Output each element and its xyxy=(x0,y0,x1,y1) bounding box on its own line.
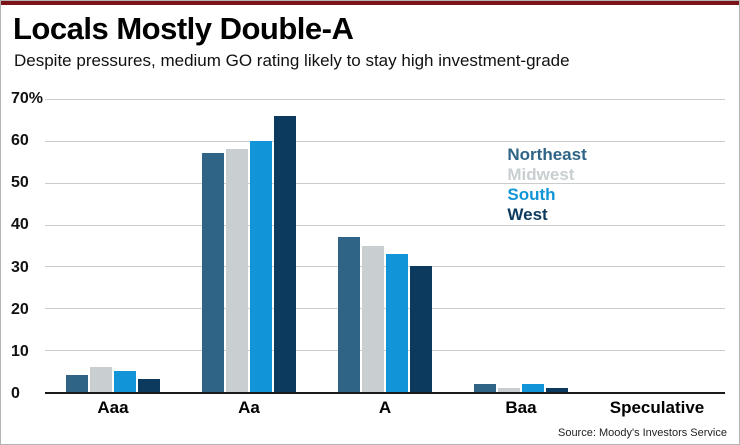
legend-northeast: Northeast xyxy=(507,145,587,164)
gridline xyxy=(45,308,725,310)
gridline xyxy=(45,99,725,100)
y-tick-label: 30 xyxy=(11,258,29,276)
legend-west: West xyxy=(507,205,548,224)
gridline xyxy=(45,350,725,352)
bar-south-a xyxy=(386,253,408,392)
chart-body: 70% 60 50 40 30 20 10 0 Northeast Midwest South We… xyxy=(9,90,725,402)
gridline xyxy=(45,182,725,184)
plot-area: Northeast Midwest South West xyxy=(45,99,725,394)
bar-group-a xyxy=(317,99,453,392)
bar-west-aaa xyxy=(138,379,160,392)
bar-group-aa xyxy=(181,99,317,392)
bar-northeast-a xyxy=(338,237,360,392)
y-tick-label: 10 xyxy=(11,342,29,360)
bar-west-baa xyxy=(546,387,568,392)
x-axis-labels: Aaa Aa A Baa Speculative xyxy=(45,398,725,418)
x-tick-speculative: Speculative xyxy=(609,398,705,417)
x-tick-aa: Aa xyxy=(238,398,260,417)
bar-northeast-aa xyxy=(202,153,224,392)
gridlines xyxy=(45,99,725,392)
bar-south-baa xyxy=(522,383,544,392)
bar-midwest-baa xyxy=(498,387,520,392)
y-tick-label: 50 xyxy=(11,174,29,192)
bar-group-baa xyxy=(453,99,589,392)
top-accent-bar xyxy=(1,1,739,5)
bar-midwest-aaa xyxy=(90,366,112,392)
x-tick-baa: Baa xyxy=(505,398,537,417)
bar-groups xyxy=(45,99,725,392)
legend: Northeast Midwest South West xyxy=(507,145,586,225)
y-tick-label: 70% xyxy=(11,90,44,107)
bar-midwest-aa xyxy=(226,149,248,392)
x-tick-aaa: Aaa xyxy=(97,398,129,417)
y-tick-label: 20 xyxy=(11,300,29,318)
bar-midwest-a xyxy=(362,245,384,392)
legend-south: South xyxy=(507,185,556,204)
gridline xyxy=(45,140,725,142)
legend-midwest: Midwest xyxy=(507,165,575,184)
bar-west-a xyxy=(410,266,432,392)
source-credit: Source: Moody's Investors Service xyxy=(557,427,727,439)
y-tick-label: 0 xyxy=(11,385,20,402)
y-axis-labels: 70% 60 50 40 30 20 10 0 xyxy=(9,90,45,402)
x-tick-a: A xyxy=(378,398,392,417)
chart-subtitle: Despite pressures, medium GO rating like… xyxy=(14,51,570,70)
y-tick-label: 60 xyxy=(11,132,29,150)
gridline xyxy=(45,266,725,268)
bar-northeast-aaa xyxy=(66,375,88,392)
y-tick-label: 40 xyxy=(11,216,29,234)
bar-group-aaa xyxy=(45,99,181,392)
bar-northeast-baa xyxy=(474,383,496,392)
chart-title: Locals Mostly Double-A xyxy=(13,11,354,46)
bar-group-speculative xyxy=(589,99,725,392)
bar-west-aa xyxy=(274,115,296,392)
bar-south-aa xyxy=(250,140,272,392)
bar-south-aaa xyxy=(114,371,136,392)
gridline xyxy=(45,224,725,226)
